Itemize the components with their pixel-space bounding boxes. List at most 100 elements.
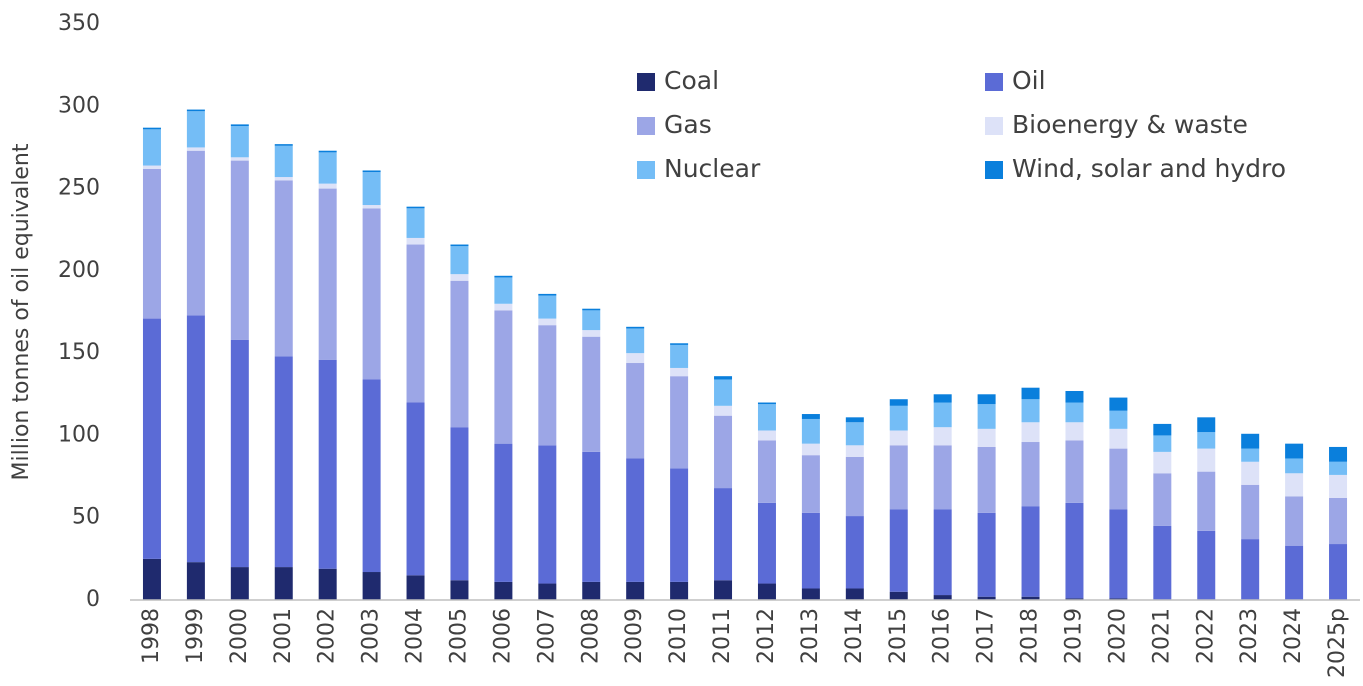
bar-segment [1021,422,1040,443]
legend-swatch [985,73,1003,91]
bar-segment [889,509,908,592]
bar-segment [582,451,601,582]
bar-segment [757,583,776,600]
bar-segment [933,445,952,510]
x-tick-label: 2004 [403,608,428,664]
bar-segment [1285,458,1304,474]
bar-segment [1065,422,1084,441]
bar-segment [142,129,161,166]
bar-segment [845,588,864,600]
bar-segment [626,581,645,600]
x-tick-label: 2001 [271,608,296,664]
bar-segment [186,562,205,600]
bar-segment [318,568,337,600]
bar-segment [230,339,249,568]
bar-segment [450,246,469,275]
bar-segment [889,430,908,446]
x-tick-label: 2005 [446,608,471,664]
bar-segment [1065,402,1084,423]
bar-segment [977,596,996,600]
bar-segment [801,418,820,444]
x-tick-label: 2000 [227,608,252,664]
bar-segment [494,310,513,444]
bar-segment [977,428,996,447]
bar-segment [494,443,513,582]
bar-segment [406,402,425,576]
legend-label: Gas [664,110,712,139]
x-tick-label: 2009 [622,608,647,664]
legend-label: Bioenergy & waste [1012,110,1248,139]
bar-segment [230,124,249,127]
y-axis-label: Million tonnes of oil equivalent [9,143,34,480]
x-tick-label: 2002 [315,608,340,664]
bar-segment [1241,484,1260,540]
bar-segment [714,379,733,406]
x-tick-label: 2021 [1149,608,1174,664]
bar-segment [670,343,689,345]
bar-segment [933,427,952,446]
bar-segment [1153,435,1172,452]
bar-segment [450,427,469,581]
bar-segment [1241,448,1260,462]
x-tick-label: 2013 [798,608,823,664]
y-tick-label: 50 [72,505,100,530]
bar-segment [494,581,513,600]
bar-segment [714,405,733,416]
bar-segment [1065,390,1084,403]
bar-segment [538,325,557,446]
bar-segment [714,376,733,380]
x-tick-label: 2015 [886,608,911,664]
bar-segment [274,144,293,146]
bar-segment [274,356,293,568]
bar-segment [142,127,161,130]
bar-segment [757,430,776,441]
bar-segment [757,404,776,431]
bar-segment [582,310,601,331]
bar-segment [406,237,425,245]
bar-segment [450,274,469,281]
bar-segment [1021,399,1040,423]
bar-segment [1285,496,1304,546]
x-tick-label: 2014 [842,608,867,664]
bar-segment [186,109,205,112]
bar-segment [494,277,513,304]
bar-segment [626,328,645,354]
bar-segment [845,456,864,517]
y-tick-label: 100 [58,422,100,447]
bar-segment [1197,471,1216,531]
bar-segment [670,344,689,368]
bar-segment [406,244,425,403]
bar-segment [582,330,601,337]
bar-segment [230,160,249,340]
x-tick-label: 2008 [578,608,603,664]
x-tick-label: 2012 [754,608,779,664]
bar-segment [1153,423,1172,436]
bar-segment [757,502,776,584]
bar-segment [845,516,864,589]
x-tick-label: 2007 [534,608,559,664]
legend-label: Coal [664,66,719,95]
bar-segment [362,172,381,206]
y-tick-label: 0 [86,587,100,612]
bar-segment [977,394,996,405]
bar-segment [318,152,337,184]
bar-segment [406,208,425,238]
bar-segment [1197,530,1216,600]
x-tick-label: 2018 [1018,608,1043,664]
legend-label: Oil [1012,66,1046,95]
bar-segment [1241,461,1260,485]
bar-segment [1153,473,1172,526]
bar-segment [582,308,601,311]
bar-segment [362,208,381,380]
x-tick-label: 2022 [1193,608,1218,664]
bar-segment [274,145,293,178]
bar-segment [1241,539,1260,600]
bar-segment [362,379,381,573]
bar-segment [406,206,425,209]
bar-segment [362,572,381,600]
y-tick-label: 250 [58,176,100,201]
bar-segment [142,168,161,319]
x-tick-label: 2011 [710,608,735,664]
bar-segment [977,446,996,513]
